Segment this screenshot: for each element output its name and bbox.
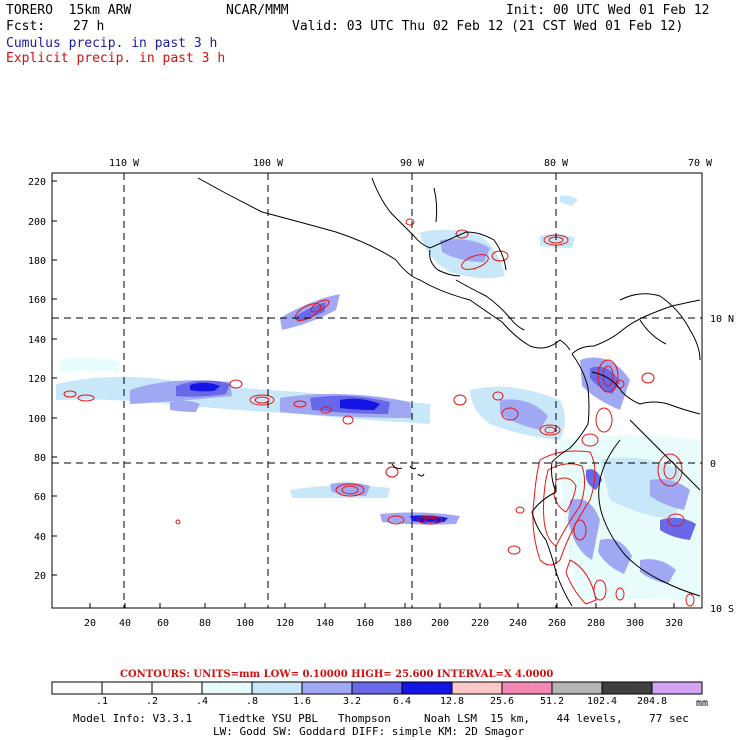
bottom-tick-label: 40 (119, 618, 131, 629)
colorbar-units: mm (696, 698, 708, 709)
bottom-tick-label: 140 (316, 618, 334, 629)
model-title: TORERO 15km ARW (6, 3, 132, 18)
contour-info: CONTOURS: UNITS=mm LOW= 0.10000 HIGH= 25… (120, 669, 553, 680)
colorbar-label: 51.2 (540, 696, 564, 707)
cumulus-legend: Cumulus precip. in past 3 h (6, 36, 218, 51)
left-tick-label: 20 (34, 571, 46, 582)
colorbar-label: .8 (246, 696, 258, 707)
colorbar-label: 12.8 (440, 696, 464, 707)
colorbar-swatch (301, 681, 353, 695)
bottom-tick-label: 20 (84, 618, 96, 629)
latitude-labels: 10 N 0 10 S (710, 314, 734, 615)
cumulus-precip-shading (56, 195, 700, 600)
bottom-tick-label: 80 (199, 618, 211, 629)
bottom-tick-label: 100 (236, 618, 254, 629)
colorbar-swatch (101, 681, 153, 695)
colorbar-swatch (651, 681, 703, 695)
bottom-tick-label: 200 (431, 618, 449, 629)
colorbar-swatch (601, 681, 653, 695)
left-tick-label: 140 (28, 335, 46, 346)
bottom-axis-labels: 20 40 60 80 100 120 140 160 180 200 220 … (84, 618, 683, 629)
colorbar-swatch (351, 681, 403, 695)
bottom-tick-label: 220 (471, 618, 489, 629)
map-frame (51, 172, 703, 609)
explicit-precip-contours (63, 218, 695, 607)
colorbar-label: 3.2 (343, 696, 361, 707)
bottom-tick-label: 280 (587, 618, 605, 629)
bottom-tick-label: 60 (157, 618, 169, 629)
latitude-label: 10 N (710, 314, 734, 325)
colorbar-label: .2 (146, 696, 158, 707)
longitude-label: 80 W (544, 158, 569, 169)
colorbar-label: 6.4 (393, 696, 411, 707)
left-tick-label: 160 (28, 295, 46, 306)
init-time: Init: 00 UTC Wed 01 Feb 12 (506, 3, 710, 18)
bottom-tick-label: 240 (509, 618, 527, 629)
colorbar-swatch (501, 681, 553, 695)
longitude-label: 110 W (109, 158, 140, 169)
latitude-label: 0 (710, 459, 716, 470)
left-tick-label: 100 (28, 414, 46, 425)
model-info-line1: Model Info: V3.3.1 Tiedtke YSU PBL Thomp… (73, 712, 689, 725)
left-tick-label: 220 (28, 177, 46, 188)
left-tick-label: 40 (34, 532, 46, 543)
left-tick-label: 80 (34, 453, 46, 464)
colorbar-label: 1.6 (293, 696, 311, 707)
bottom-tick-label: 260 (548, 618, 566, 629)
colorbar-label: .1 (96, 696, 108, 707)
left-tick-label: 120 (28, 374, 46, 385)
bottom-tick-label: 180 (394, 618, 412, 629)
colorbar-swatch (551, 681, 603, 695)
coastlines (197, 177, 701, 607)
left-tick-label: 60 (34, 492, 46, 503)
bottom-tick-label: 120 (276, 618, 294, 629)
colorbar-swatch (251, 681, 303, 695)
colorbar-label: .4 (196, 696, 208, 707)
colorbar-swatch (451, 681, 503, 695)
longitude-label: 70 W (688, 158, 713, 169)
colorbar-swatch (201, 681, 253, 695)
colorbar: .1 .2 .4 .8 1.6 3.2 6.4 12.8 25.6 51.2 102.4 204.8 (51, 681, 703, 707)
center-label: NCAR/MMM (226, 3, 289, 18)
colorbar-label: 204.8 (637, 696, 667, 707)
colorbar-label: 25.6 (490, 696, 514, 707)
left-tick-label: 200 (28, 217, 46, 228)
longitude-label: 100 W (253, 158, 284, 169)
left-axis-labels: 220 200 180 160 140 120 100 80 60 40 20 (28, 177, 46, 582)
colorbar-label: 102.4 (587, 696, 617, 707)
longitude-labels: 110 W 100 W 90 W 80 W 70 W (109, 158, 713, 169)
left-tick-label: 180 (28, 256, 46, 267)
colorbar-swatch (401, 681, 453, 695)
model-info-line2: LW: Godd SW: Goddard DIFF: simple KM: 2D… (213, 725, 525, 738)
longitude-label: 90 W (400, 158, 425, 169)
bottom-tick-label: 160 (356, 618, 374, 629)
latitude-label: 10 S (710, 604, 734, 615)
graticule (52, 173, 702, 608)
colorbar-swatch (51, 681, 103, 695)
explicit-legend: Explicit precip. in past 3 h (6, 51, 226, 66)
left-axis-ticks (52, 180, 675, 608)
forecast-hour: 27 h (73, 19, 105, 34)
bottom-tick-label: 300 (626, 618, 644, 629)
forecast-label: Fcst: (6, 19, 46, 34)
bottom-tick-label: 320 (665, 618, 683, 629)
colorbar-swatch (151, 681, 203, 695)
valid-time: Valid: 03 UTC Thu 02 Feb 12 (21 CST Wed … (292, 19, 684, 34)
